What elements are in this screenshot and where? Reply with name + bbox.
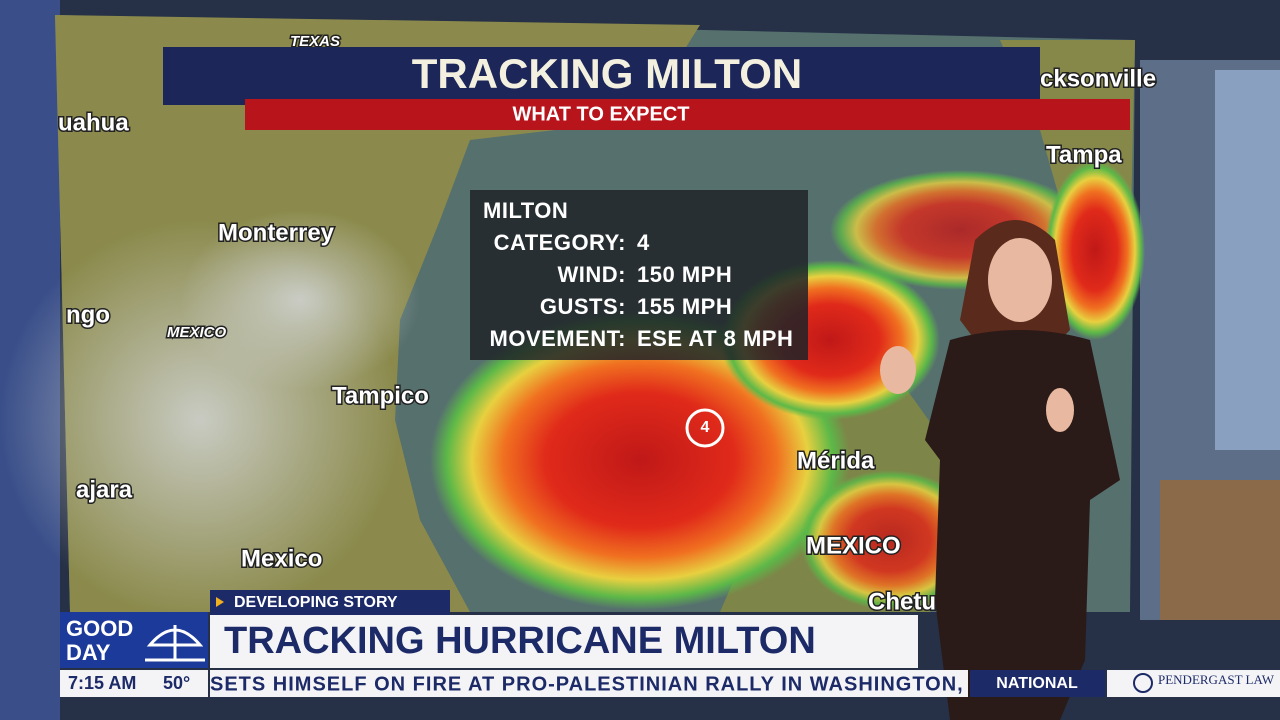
headline: TRACKING HURRICANE MILTON: [224, 620, 816, 662]
presenter: [880, 220, 1120, 720]
info-value: ESE AT 8 MPH: [637, 326, 793, 351]
ticker-category: NATIONAL: [996, 675, 1078, 692]
map-label: Tampico: [332, 382, 429, 409]
subtitle-bar: [245, 99, 1130, 130]
logo-text: GOOD: [66, 616, 133, 641]
map-label: Mexico: [241, 545, 322, 572]
info-box: [470, 190, 808, 360]
map-label: cksonville: [1040, 65, 1156, 92]
temperature: 50°: [163, 673, 190, 693]
sponsor-bar: [1107, 670, 1280, 697]
sponsor-icon: [1133, 673, 1153, 693]
info-label: GUSTS:: [540, 294, 626, 319]
map-label: Tampa: [1046, 141, 1122, 168]
logo-text: DAY: [66, 640, 111, 665]
studio-window: [1215, 70, 1280, 450]
time-bar: [60, 670, 208, 697]
ticker-text: SETS HIMSELF ON FIRE AT PRO-PALESTINIAN …: [210, 673, 964, 695]
graphic-title: TRACKING MILTON: [412, 50, 802, 97]
map-label: MEXICO: [806, 532, 901, 559]
logo-icon: [145, 625, 205, 662]
map-label: MEXICO: [167, 324, 227, 341]
map-label: Mérida: [797, 447, 875, 474]
time: 7:15 AM: [68, 673, 136, 693]
info-value: 150 MPH: [637, 262, 732, 287]
storm-marker: 4: [701, 419, 710, 436]
map-label: ngo: [66, 301, 110, 328]
ticker-category-bar: [970, 670, 1105, 697]
info-label: CATEGORY:: [494, 230, 626, 255]
tag-text: DEVELOPING STORY: [234, 594, 398, 611]
sponsor: PENDERGAST LAW: [1158, 672, 1275, 687]
ticker-bar: [210, 670, 968, 697]
headline-bar: [210, 615, 918, 668]
info-value: 4: [637, 230, 650, 255]
info-label: WIND:: [558, 262, 626, 287]
tag-bar: [210, 590, 450, 615]
map-label: uahua: [58, 109, 129, 136]
studio-shelf: [1160, 480, 1280, 620]
tag-icon: [216, 597, 224, 607]
info-value: 155 MPH: [637, 294, 732, 319]
map-label: Monterrey: [218, 219, 335, 246]
info-label: MOVEMENT:: [490, 326, 627, 351]
storm-name: MILTON: [483, 198, 568, 223]
map-label: ajara: [76, 476, 133, 503]
map-label: TEXAS: [290, 33, 340, 50]
title-bar: [163, 47, 1040, 105]
graphic-subtitle: WHAT TO EXPECT: [512, 103, 689, 125]
